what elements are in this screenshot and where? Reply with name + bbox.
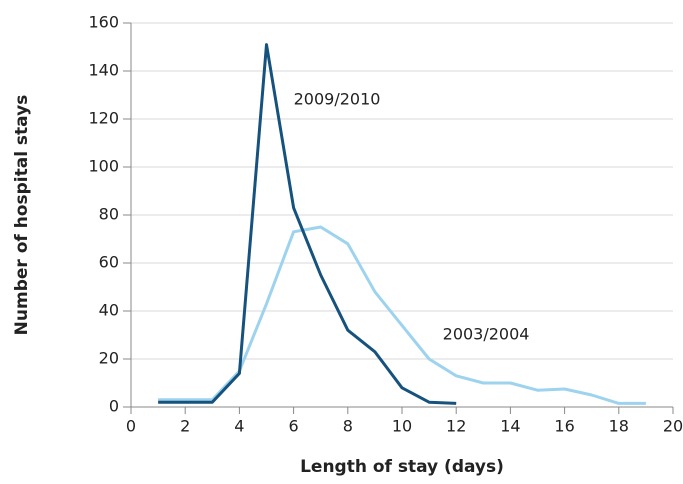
y-tick-label: 140 [88, 61, 119, 80]
x-tick-label: 0 [126, 417, 136, 436]
x-tick-label: 18 [609, 417, 629, 436]
x-tick-label: 16 [554, 417, 574, 436]
series-line [158, 43, 457, 405]
series-label: 2009/2010 [294, 89, 381, 108]
series-line [158, 225, 646, 405]
x-tick-label: 20 [663, 417, 683, 436]
y-axis-title: Number of hospital stays [12, 95, 32, 336]
y-tick-label: 120 [88, 109, 119, 128]
x-tick-label: 4 [234, 417, 244, 436]
y-tick-label: 160 [88, 13, 119, 32]
x-tick-label: 6 [289, 417, 299, 436]
y-tick-label: 60 [99, 253, 119, 272]
x-tick-label: 14 [500, 417, 520, 436]
y-tick-label: 100 [88, 157, 119, 176]
y-tick-label: 0 [109, 397, 119, 416]
x-tick-label: 2 [180, 417, 190, 436]
y-tick-label: 80 [99, 205, 119, 224]
y-tick-label: 20 [99, 349, 119, 368]
series-label: 2003/2004 [443, 325, 530, 344]
x-tick-label: 10 [392, 417, 412, 436]
y-tick-label: 40 [99, 301, 119, 320]
x-tick-label: 8 [343, 417, 353, 436]
x-tick-label: 12 [446, 417, 466, 436]
x-axis-title: Length of stay (days) [300, 457, 504, 477]
